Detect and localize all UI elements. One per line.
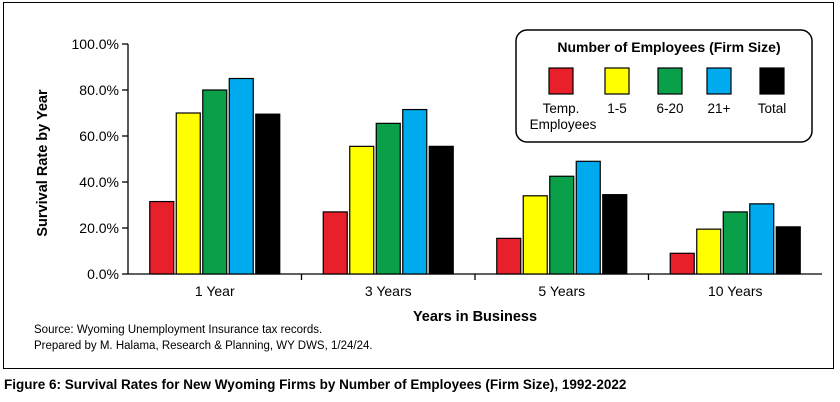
y-tick-label: 60.0% bbox=[79, 128, 119, 144]
bar bbox=[175, 112, 201, 275]
y-tick-label: 40.0% bbox=[79, 174, 119, 190]
bar bbox=[228, 77, 254, 275]
bar bbox=[202, 89, 228, 275]
y-tick-label: 80.0% bbox=[79, 82, 119, 98]
legend-label: Total bbox=[758, 101, 787, 116]
figure-frame: 0.0% 20.0% 40.0% 60.0% 80.0% 100.0% 1 Year 3 Ye… bbox=[3, 2, 834, 369]
y-axis-title: Survival Rate by Year bbox=[35, 89, 51, 237]
bar bbox=[496, 237, 522, 275]
figure-caption: Figure 6: Survival Rates for New Wyoming… bbox=[4, 377, 627, 392]
bar bbox=[149, 200, 175, 275]
bar bbox=[696, 228, 722, 275]
y-tick-label: 20.0% bbox=[79, 220, 119, 236]
source-line-2: Prepared by M. Halama, Research & Planni… bbox=[34, 340, 373, 352]
x-axis-title: Years in Business bbox=[413, 309, 537, 325]
legend-label: Temp. bbox=[543, 101, 580, 116]
bar bbox=[255, 113, 281, 275]
legend-swatch bbox=[657, 67, 683, 95]
y-tick-label: 100.0% bbox=[72, 36, 119, 52]
y-tick-label: 0.0% bbox=[87, 266, 119, 282]
bar bbox=[522, 195, 548, 275]
legend-label: 1-5 bbox=[607, 101, 627, 116]
legend-swatch bbox=[759, 67, 785, 95]
bar bbox=[549, 175, 575, 275]
bar bbox=[749, 203, 775, 275]
bar bbox=[322, 211, 348, 275]
x-tick-label: 1 Year bbox=[195, 283, 235, 299]
bar bbox=[428, 145, 454, 275]
legend-title: Number of Employees (Firm Size) bbox=[557, 39, 780, 55]
legend-label: 6-20 bbox=[656, 101, 683, 116]
x-tick-label: 10 Years bbox=[708, 283, 763, 299]
legend-swatch bbox=[604, 67, 630, 95]
bar bbox=[775, 226, 801, 275]
bar bbox=[602, 194, 628, 275]
legend-label: 21+ bbox=[708, 101, 731, 116]
bar-chart: 0.0% 20.0% 40.0% 60.0% 80.0% 100.0% 1 Year 3 Ye… bbox=[35, 29, 822, 325]
x-tick-label: 5 Years bbox=[538, 283, 585, 299]
bar bbox=[669, 252, 695, 275]
legend-label: Employees bbox=[530, 117, 597, 132]
bar bbox=[722, 211, 748, 275]
bar bbox=[349, 145, 375, 275]
bar bbox=[375, 122, 401, 275]
source-line-1: Source: Wyoming Unemployment Insurance t… bbox=[34, 324, 323, 336]
legend-swatch bbox=[706, 67, 732, 95]
legend-swatch bbox=[548, 67, 574, 95]
bar bbox=[575, 160, 601, 275]
bar bbox=[402, 108, 428, 275]
x-tick-label: 3 Years bbox=[365, 283, 412, 299]
